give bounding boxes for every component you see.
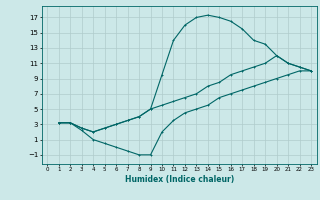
X-axis label: Humidex (Indice chaleur): Humidex (Indice chaleur) (124, 175, 234, 184)
